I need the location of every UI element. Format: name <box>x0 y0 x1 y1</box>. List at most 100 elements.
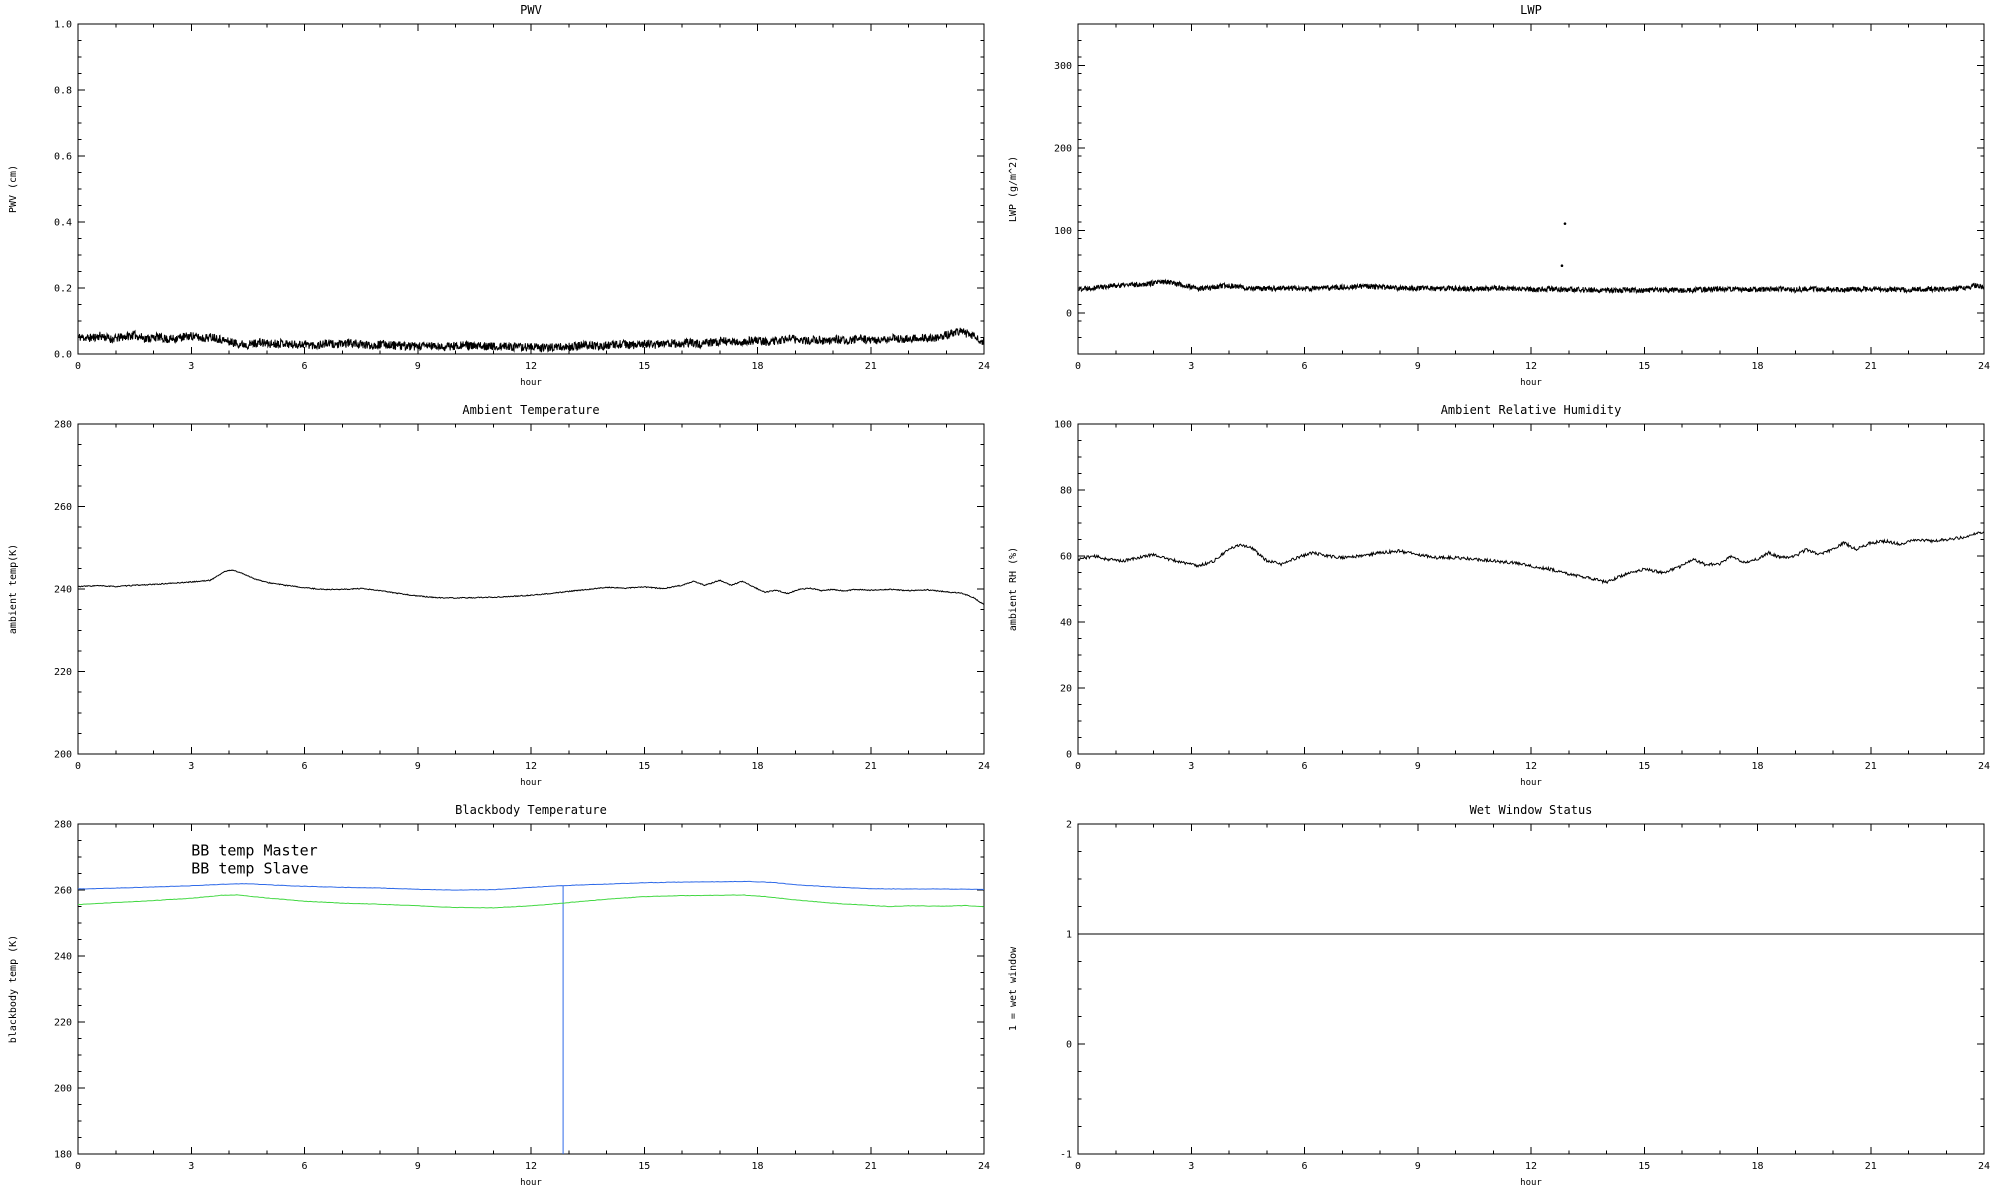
svg-text:24: 24 <box>1978 761 1990 772</box>
svg-text:6: 6 <box>1301 1161 1307 1172</box>
svg-text:9: 9 <box>1415 1161 1421 1172</box>
svg-text:12: 12 <box>525 761 537 772</box>
svg-text:260: 260 <box>54 502 72 513</box>
chart-wet-window-status: 0 3 6 9 12 15 18 21 24 -1 0 1 2 Wet Window Status hour… <box>1000 800 2000 1200</box>
svg-text:12: 12 <box>1525 1161 1537 1172</box>
ambient-relative-humidity-plot: 0 3 6 9 12 15 18 21 24 0 20 40 60 80 100 Ambient Relati… <box>1000 400 2000 800</box>
svg-text:Ambient Temperature: Ambient Temperature <box>462 403 599 417</box>
svg-text:LWP (g/m^2): LWP (g/m^2) <box>1008 156 1019 222</box>
svg-text:0: 0 <box>1066 1040 1072 1051</box>
svg-text:15: 15 <box>638 361 650 372</box>
svg-text:220: 220 <box>54 667 72 678</box>
svg-text:200: 200 <box>54 750 72 761</box>
svg-text:24: 24 <box>1978 1161 1990 1172</box>
svg-text:21: 21 <box>865 761 877 772</box>
svg-text:15: 15 <box>638 1161 650 1172</box>
pwv-plot: 0 3 6 9 12 15 18 21 24 0.0 0.2 0.4 0.6 0.8 1.0 PWV hour P… <box>0 0 1000 400</box>
svg-text:9: 9 <box>415 361 421 372</box>
svg-text:24: 24 <box>978 1161 990 1172</box>
svg-text:3: 3 <box>188 1161 194 1172</box>
svg-text:24: 24 <box>978 361 990 372</box>
svg-text:80: 80 <box>1060 486 1072 497</box>
svg-text:100: 100 <box>1054 420 1072 431</box>
svg-text:hour: hour <box>520 778 542 788</box>
svg-text:200: 200 <box>1054 143 1072 154</box>
svg-text:6: 6 <box>301 1161 307 1172</box>
svg-text:12: 12 <box>525 361 537 372</box>
svg-text:hour: hour <box>1520 1178 1542 1188</box>
svg-text:blackbody temp (K): blackbody temp (K) <box>8 935 19 1043</box>
svg-text:hour: hour <box>1520 378 1542 388</box>
svg-text:BB temp Slave: BB temp Slave <box>191 860 308 878</box>
svg-text:21: 21 <box>1865 761 1877 772</box>
svg-text:240: 240 <box>54 585 72 596</box>
svg-text:9: 9 <box>415 1161 421 1172</box>
svg-text:18: 18 <box>751 1161 763 1172</box>
svg-text:-1: -1 <box>1060 1150 1072 1161</box>
svg-text:Blackbody Temperature: Blackbody Temperature <box>455 803 607 817</box>
svg-text:60: 60 <box>1060 552 1072 563</box>
svg-text:0.8: 0.8 <box>54 86 72 97</box>
svg-text:200: 200 <box>54 1084 72 1095</box>
svg-text:15: 15 <box>1638 761 1650 772</box>
svg-text:6: 6 <box>301 761 307 772</box>
ambient-temperature-plot: 0 3 6 9 12 15 18 21 24 200 220 240 260 280 Ambient Tem… <box>0 400 1000 800</box>
svg-text:18: 18 <box>1751 361 1763 372</box>
svg-text:6: 6 <box>1301 361 1307 372</box>
svg-text:ambient RH (%): ambient RH (%) <box>1008 547 1019 631</box>
lwp-plot: 0 3 6 9 12 15 18 21 24 0 100 200 300 LWP hour LWP (g/m^… <box>1000 0 2000 400</box>
svg-text:PWV (cm): PWV (cm) <box>8 165 19 213</box>
svg-text:3: 3 <box>188 361 194 372</box>
svg-text:3: 3 <box>188 761 194 772</box>
svg-text:21: 21 <box>1865 1161 1877 1172</box>
svg-text:260: 260 <box>54 886 72 897</box>
svg-text:PWV: PWV <box>520 3 542 17</box>
svg-text:20: 20 <box>1060 684 1072 695</box>
svg-text:0: 0 <box>1066 308 1072 319</box>
svg-text:ambient temp(K): ambient temp(K) <box>8 544 19 634</box>
svg-text:3: 3 <box>1188 1161 1194 1172</box>
svg-text:300: 300 <box>1054 61 1072 72</box>
chart-ambient-temperature: 0 3 6 9 12 15 18 21 24 200 220 240 260 280 Ambient Tem… <box>0 400 1000 800</box>
svg-text:0.4: 0.4 <box>54 218 72 229</box>
blackbody-temperature-plot: 0 3 6 9 12 15 18 21 24 180 200 220 240 260 280 Blackbod… <box>0 800 1000 1200</box>
svg-text:220: 220 <box>54 1018 72 1029</box>
svg-text:18: 18 <box>751 361 763 372</box>
svg-text:0: 0 <box>1075 1161 1081 1172</box>
svg-text:40: 40 <box>1060 618 1072 629</box>
svg-text:LWP: LWP <box>1520 3 1542 17</box>
svg-text:1 = wet window: 1 = wet window <box>1008 946 1019 1031</box>
chart-blackbody-temperature: 0 3 6 9 12 15 18 21 24 180 200 220 240 260 280 Blackbod… <box>0 800 1000 1200</box>
svg-text:Ambient Relative Humidity: Ambient Relative Humidity <box>1441 403 1622 417</box>
svg-text:24: 24 <box>1978 361 1990 372</box>
svg-text:18: 18 <box>1751 1161 1763 1172</box>
svg-text:9: 9 <box>415 761 421 772</box>
svg-text:0.2: 0.2 <box>54 284 72 295</box>
svg-text:hour: hour <box>1520 778 1542 788</box>
svg-text:0.6: 0.6 <box>54 152 72 163</box>
svg-text:0: 0 <box>75 1161 81 1172</box>
chart-lwp: 0 3 6 9 12 15 18 21 24 0 100 200 300 LWP hour LWP (g/m^… <box>1000 0 2000 400</box>
chart-ambient-relative-humidity: 0 3 6 9 12 15 18 21 24 0 20 40 60 80 100 Ambient Relati… <box>1000 400 2000 800</box>
svg-text:15: 15 <box>638 761 650 772</box>
svg-text:Wet Window Status: Wet Window Status <box>1470 803 1593 817</box>
svg-text:3: 3 <box>1188 761 1194 772</box>
svg-text:280: 280 <box>54 420 72 431</box>
svg-text:15: 15 <box>1638 361 1650 372</box>
svg-text:240: 240 <box>54 952 72 963</box>
svg-text:280: 280 <box>54 820 72 831</box>
svg-text:180: 180 <box>54 1150 72 1161</box>
svg-text:3: 3 <box>1188 361 1194 372</box>
svg-text:0: 0 <box>75 761 81 772</box>
svg-text:1: 1 <box>1066 930 1072 941</box>
svg-text:12: 12 <box>1525 761 1537 772</box>
svg-text:18: 18 <box>1751 761 1763 772</box>
svg-text:12: 12 <box>525 1161 537 1172</box>
svg-text:BB temp Master: BB temp Master <box>191 841 317 859</box>
svg-text:0: 0 <box>1075 761 1081 772</box>
svg-text:24: 24 <box>978 761 990 772</box>
svg-text:100: 100 <box>1054 226 1072 237</box>
svg-text:0: 0 <box>1075 361 1081 372</box>
